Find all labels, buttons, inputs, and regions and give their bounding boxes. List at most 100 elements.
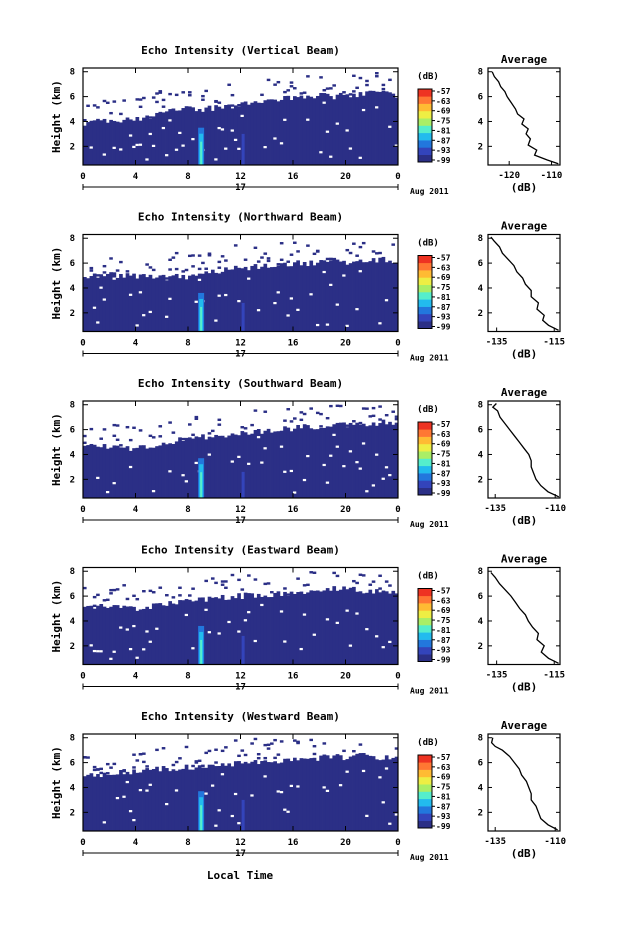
echo-gap	[365, 490, 369, 493]
echo-column	[247, 593, 251, 665]
echo-column	[342, 586, 346, 665]
echo-column	[151, 603, 156, 665]
echo-column	[132, 120, 136, 165]
avg-y-tick-label: 6	[478, 592, 483, 602]
echo-column	[243, 432, 248, 498]
echo-column	[240, 102, 245, 165]
colorbar-frame	[417, 255, 433, 329]
colorbar-segment	[418, 277, 432, 285]
echo-speckle	[204, 89, 208, 93]
echo-column	[165, 605, 169, 665]
echo-speckle	[197, 759, 202, 762]
echo-column	[132, 769, 136, 831]
average-profile-line	[491, 71, 559, 165]
echo-column	[161, 442, 166, 498]
echo-column	[309, 758, 314, 831]
echo-speckle	[96, 593, 100, 597]
echo-speckle	[178, 757, 182, 760]
echo-column	[188, 106, 192, 165]
echo-speckle	[181, 270, 186, 273]
echo-column	[224, 765, 228, 831]
echo-column	[237, 593, 241, 665]
echo-column	[233, 265, 238, 332]
echo-column	[361, 423, 366, 498]
echo-column	[155, 112, 159, 165]
echo-speckle	[358, 245, 363, 249]
echo-gap	[256, 436, 261, 439]
colorbar-level-label: -57	[436, 254, 451, 263]
y-tick-label: 6	[70, 592, 75, 602]
echo-column	[191, 107, 195, 165]
echo-column	[342, 94, 346, 165]
colorbar-segment	[418, 755, 432, 763]
echo-column	[384, 424, 389, 498]
echo-column	[194, 600, 199, 665]
echo-speckle	[165, 594, 169, 597]
echo-column	[378, 760, 382, 831]
echo-gap	[286, 810, 291, 813]
echo-column	[365, 754, 369, 831]
heatmap-cells	[83, 737, 399, 831]
echo-column	[368, 261, 373, 332]
echo-gap	[224, 147, 228, 150]
echo-column	[83, 445, 87, 498]
echo-speckle	[309, 738, 313, 742]
echo-gap	[102, 821, 107, 824]
echo-column	[214, 766, 218, 831]
echo-column	[276, 265, 281, 332]
enhancement-core	[200, 141, 203, 165]
colorbar-level-label: -81	[436, 792, 451, 801]
colorbar-segment	[418, 443, 432, 452]
echo-column	[233, 434, 238, 498]
echo-speckle	[293, 87, 297, 90]
echo-column	[342, 422, 346, 498]
colorbar-segment	[418, 140, 432, 148]
echo-column	[289, 431, 294, 498]
echo-gap	[217, 126, 222, 130]
echo-speckle	[155, 748, 159, 752]
echo-column	[361, 593, 366, 665]
echo-column	[368, 589, 373, 665]
average-title: Average	[501, 53, 548, 66]
echo-speckle	[348, 251, 353, 255]
echo-gap	[329, 454, 333, 457]
echo-column	[233, 598, 238, 665]
echo-column	[273, 592, 277, 665]
echo-gap	[240, 114, 245, 117]
y-axis-label: Height (km)	[50, 413, 63, 486]
echo-speckle	[115, 588, 120, 591]
echo-column	[361, 262, 366, 332]
echo-speckle	[132, 426, 136, 429]
average-frame	[487, 233, 561, 333]
echo-gap	[233, 138, 238, 141]
echo-gap	[348, 450, 353, 453]
echo-column	[322, 93, 327, 165]
echo-speckle	[243, 258, 248, 261]
echo-speckle	[315, 411, 320, 415]
echo-gap	[151, 144, 156, 147]
echo-column	[227, 104, 232, 165]
echo-speckle	[270, 742, 274, 745]
echo-column	[338, 422, 343, 498]
echo-column	[151, 278, 156, 332]
echo-speckle	[312, 571, 317, 574]
average-profile-line	[490, 572, 559, 664]
echo-speckle	[365, 407, 369, 410]
echo-gap	[237, 455, 241, 458]
echo-speckle	[99, 771, 103, 775]
echo-column	[388, 421, 392, 498]
echo-speckle	[391, 243, 396, 246]
colorbar-segment	[418, 654, 432, 662]
echo-speckle	[214, 748, 218, 751]
echo-column	[125, 446, 130, 498]
colorbar-level-label: -81	[436, 459, 451, 468]
echo-speckle	[233, 244, 238, 247]
echo-column	[178, 437, 182, 498]
echo-column	[368, 755, 373, 831]
x-tick-label: 12	[235, 505, 246, 515]
echo-speckle	[263, 252, 268, 255]
echo-speckle	[329, 404, 333, 408]
echo-column	[151, 769, 156, 831]
